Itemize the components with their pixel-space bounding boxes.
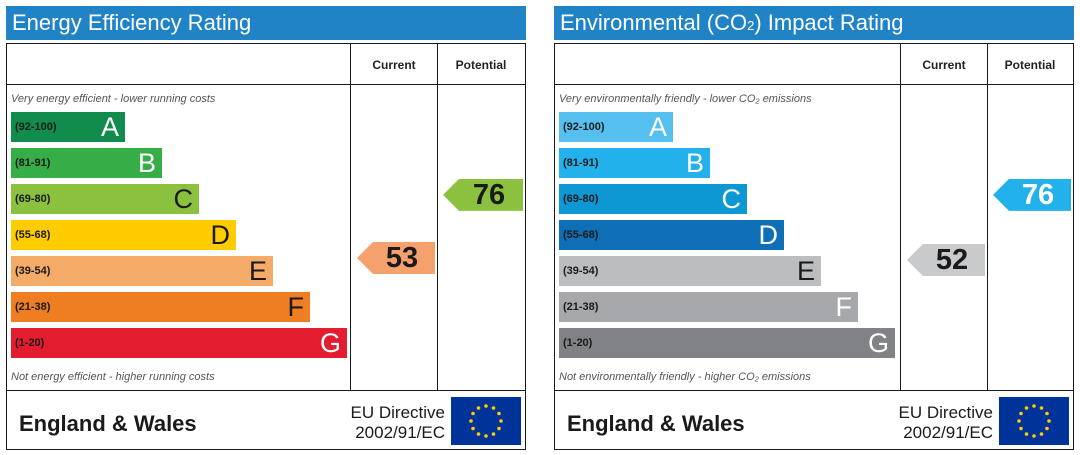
co2-band-letter: B: [685, 148, 704, 178]
eu-flag-star: [1019, 426, 1023, 431]
eu-flag-star: [1032, 404, 1036, 408]
energy-band-letter: G: [319, 328, 341, 358]
energy-band-c: (69-80) C: [11, 184, 199, 214]
eu-flag-icon: [451, 397, 521, 445]
co2-eu-directive: EU Directive 2002/91/EC: [898, 403, 993, 442]
energy-band-a: (92-100) A: [11, 112, 125, 142]
energy-potential-rating-arrow: 76: [443, 178, 523, 211]
eu-flag-star: [471, 411, 475, 416]
eu-flag-star: [499, 419, 503, 423]
energy-chart-frame: Current Potential Very energy efficient …: [6, 43, 526, 450]
co2-column-current: Current: [922, 58, 966, 72]
eu-flag-star: [1024, 432, 1029, 436]
energy-band-range: (92-100): [15, 121, 57, 133]
eu-flag-star: [1032, 434, 1036, 438]
energy-band-b: (81-91) B: [11, 148, 162, 178]
energy-eu-directive: EU Directive 2002/91/EC: [350, 403, 445, 442]
co2-current-rating: 52: [935, 244, 969, 276]
energy-band-letter: D: [210, 220, 231, 250]
energy-band-d: (55-68) D: [11, 220, 236, 250]
energy-column-potential: Potential: [455, 58, 507, 72]
energy-band-letter: B: [137, 148, 156, 178]
energy-caption-bottom: Not energy efficient - higher running co…: [11, 371, 215, 383]
eu-flag-star: [1024, 406, 1029, 410]
eu-flag-star: [1039, 406, 1044, 410]
energy-band-letter: F: [287, 292, 305, 322]
eu-flag-icon: [999, 397, 1069, 445]
co2-band-range: (55-68): [563, 229, 599, 241]
eu-flag-star: [1045, 411, 1049, 416]
co2-band-range: (81-91): [563, 157, 599, 169]
co2-band-c: (69-80) C: [559, 184, 747, 214]
energy-current-rating-arrow: 53: [357, 242, 435, 274]
co2-band-letter: C: [721, 184, 742, 214]
co2-caption-bottom: Not environmentally friendly - higher CO…: [559, 371, 811, 383]
co2-region-label: England & Wales: [567, 411, 745, 436]
eu-flag-star: [497, 426, 501, 431]
co2-band-range: (21-38): [563, 301, 599, 313]
co2-band-a: (92-100) A: [559, 112, 673, 142]
energy-potential-rating: 76: [472, 178, 506, 211]
co2-band-letter: D: [758, 220, 779, 250]
eu-flag-star: [476, 406, 481, 410]
energy-band-f: (21-38) F: [11, 292, 310, 322]
eu-flag-star: [1045, 426, 1049, 431]
eu-flag-star: [484, 404, 488, 408]
co2-band-g: (1-20) G: [559, 328, 895, 358]
co2-current-rating-arrow: 52: [907, 244, 985, 276]
co2-band-range: (1-20): [563, 337, 593, 349]
eu-flag-star: [1017, 419, 1021, 423]
energy-band-letter: C: [173, 184, 194, 214]
energy-band-range: (21-38): [15, 301, 51, 313]
energy-current-rating: 53: [385, 242, 419, 274]
co2-caption-top: Very environmentally friendly - lower CO…: [559, 93, 812, 105]
eu-flag-star: [1019, 411, 1023, 416]
eu-flag-star: [471, 426, 475, 431]
eu-flag-star: [484, 434, 488, 438]
energy-band-range: (69-80): [15, 193, 51, 205]
eu-flag-star: [476, 432, 481, 436]
energy-band-g: (1-20) G: [11, 328, 347, 358]
co2-panel-title: Environmental (CO2) Impact Rating: [554, 6, 1074, 40]
co2-potential-rating-arrow: 76: [993, 178, 1071, 211]
eu-flag-star: [497, 411, 501, 416]
eu-flag-star: [1047, 419, 1051, 423]
energy-band-letter: A: [100, 112, 119, 142]
co2-band-letter: F: [835, 292, 853, 322]
energy-band-range: (81-91): [15, 157, 51, 169]
eu-flag-star: [469, 419, 473, 423]
co2-band-d: (55-68) D: [559, 220, 784, 250]
co2-band-b: (81-91) B: [559, 148, 710, 178]
co2-band-letter: A: [648, 112, 667, 142]
energy-region-label: England & Wales: [19, 411, 197, 436]
eu-flag-star: [491, 406, 496, 410]
eu-flag-star: [491, 432, 496, 436]
energy-panel-title: Energy Efficiency Rating: [6, 6, 526, 40]
co2-potential-rating: 76: [1021, 178, 1055, 211]
co2-band-range: (92-100): [563, 121, 605, 133]
co2-band-f: (21-38) F: [559, 292, 858, 322]
environmental-impact-panel: Environmental (CO2) Impact Rating Curren…: [554, 6, 1074, 450]
energy-band-range: (39-54): [15, 265, 51, 277]
energy-caption-top: Very energy efficient - lower running co…: [11, 93, 216, 105]
energy-efficiency-panel: Energy Efficiency Rating Current Potenti…: [6, 6, 526, 450]
energy-column-current: Current: [372, 58, 416, 72]
co2-band-letter: G: [867, 328, 889, 358]
energy-band-letter: E: [248, 256, 267, 286]
co2-chart-frame: Current Potential Very environmentally f…: [554, 43, 1074, 450]
co2-column-potential: Potential: [1004, 58, 1056, 72]
energy-band-e: (39-54) E: [11, 256, 273, 286]
co2-band-range: (69-80): [563, 193, 599, 205]
co2-band-e: (39-54) E: [559, 256, 821, 286]
co2-band-range: (39-54): [563, 265, 599, 277]
energy-band-range: (1-20): [15, 337, 45, 349]
co2-band-letter: E: [796, 256, 815, 286]
eu-flag-star: [1039, 432, 1044, 436]
energy-band-range: (55-68): [15, 229, 51, 241]
